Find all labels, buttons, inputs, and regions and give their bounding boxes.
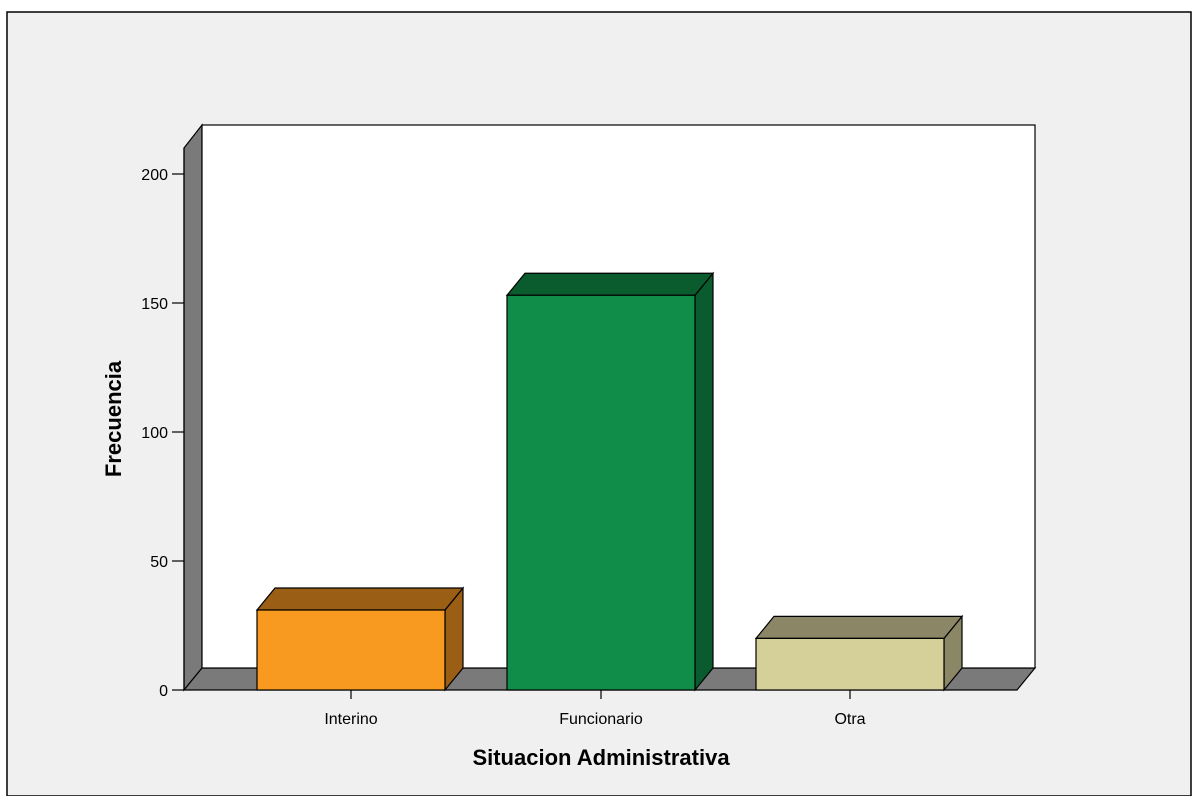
bar-side-face [694,271,714,692]
x-tick-label-funcionario: Funcionario [559,711,643,728]
y-tick-label: 0 [159,683,168,700]
left-wall [183,123,203,692]
bar-funcionario [505,271,715,692]
y-tick-label: 200 [141,167,168,184]
y-tick-label: 50 [150,554,168,571]
x-tick-labels: Interino Funcionario Otra [324,690,866,728]
x-tick-label-otra: Otra [834,711,865,728]
bar-top-face [754,615,964,640]
bar-otra [754,614,964,692]
y-tick-label: 100 [141,425,168,442]
bar-front-face [755,637,945,691]
bars [255,271,964,692]
bar-front-face [506,294,696,691]
y-tick-label: 150 [141,296,168,313]
bar-top-face [255,587,465,611]
y-ticks: 0 50 100 150 200 [141,167,184,700]
bar-top-face [505,272,715,296]
bar-interino [255,586,465,692]
x-axis-title: Situacion Administrativa [472,745,730,770]
x-tick-label-interino: Interino [324,711,377,728]
bar-front-face [256,609,446,691]
y-axis-title: Frecuencia [101,360,126,477]
